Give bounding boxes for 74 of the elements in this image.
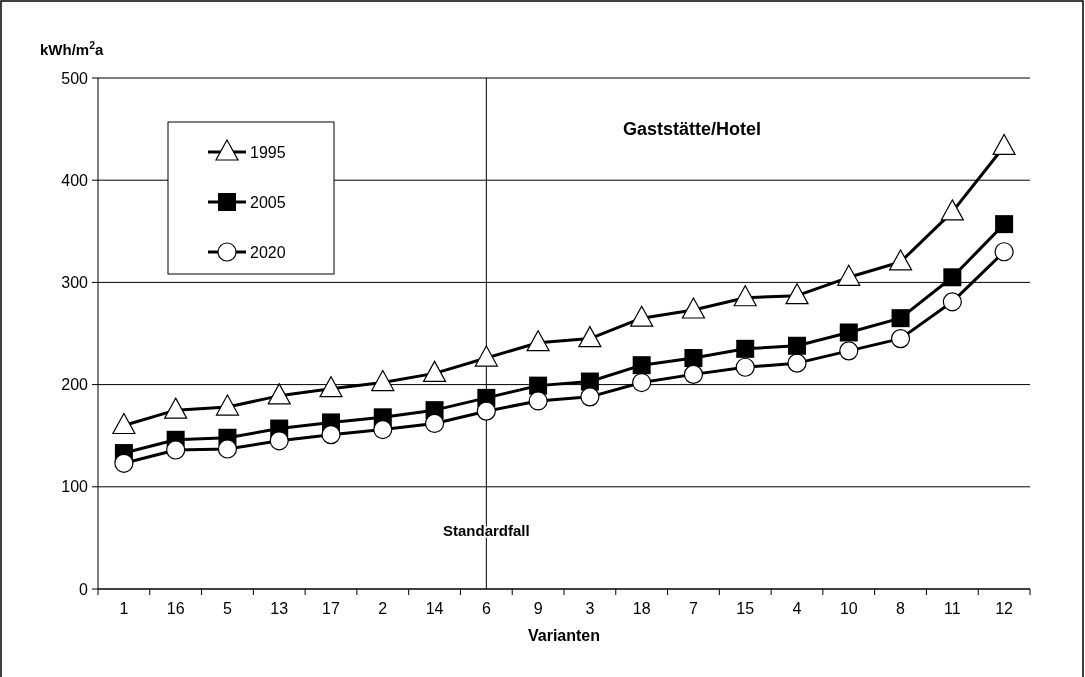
text: Gaststätte/Hotel: [622, 119, 762, 139]
point: [269, 431, 289, 451]
point: [839, 323, 858, 342]
point: [942, 292, 962, 312]
point: [785, 283, 809, 305]
point: [839, 341, 859, 361]
y-tick-label: 300: [61, 274, 89, 291]
legend-label: 1995: [250, 143, 286, 161]
point: [578, 326, 602, 348]
x-tick-label: 18: [632, 600, 651, 617]
y-tick-label: 500: [61, 69, 89, 87]
point: [112, 412, 136, 435]
x-tick-label: 10: [839, 600, 858, 617]
x-tick-label: 6: [481, 600, 491, 617]
x-tick-label: 2: [378, 600, 388, 617]
x-tick-label: 1: [119, 600, 129, 617]
point: [837, 264, 861, 286]
point: [994, 242, 1014, 262]
point: [683, 364, 704, 384]
x-tick-label: 16: [166, 600, 185, 617]
x-tick-label: 14: [425, 600, 444, 617]
legend-label: 2005: [250, 193, 286, 211]
point: [371, 369, 395, 392]
point: [681, 297, 706, 319]
point: [890, 329, 911, 349]
point: [215, 394, 240, 416]
y-axis-title: kWh/m$^{2}$a: [40, 39, 105, 58]
point: [476, 401, 496, 421]
point: [114, 453, 134, 473]
point: [733, 285, 757, 307]
point: [474, 345, 498, 367]
point: [788, 336, 806, 355]
point: [995, 215, 1014, 234]
x-tick-label: 8: [896, 600, 906, 617]
point: [580, 387, 600, 407]
point: [217, 439, 238, 459]
point: [992, 133, 1016, 156]
point: [424, 413, 445, 434]
x-tick-label: 3: [585, 600, 595, 617]
point: [321, 425, 341, 445]
point: [888, 249, 913, 271]
point: [164, 397, 188, 419]
y-tick-label: 400: [61, 171, 89, 189]
point: [736, 339, 755, 358]
point: [526, 330, 550, 352]
x-tick-label: 7: [688, 600, 698, 617]
x-tick-label: 9: [533, 600, 543, 617]
x-tick-label: 12: [995, 600, 1014, 617]
x-tick-label: 13: [270, 600, 289, 617]
y-tick-label: 200: [61, 376, 89, 394]
point: [684, 349, 703, 368]
point: [528, 391, 548, 411]
point: [632, 372, 652, 393]
x-tick-label: 15: [736, 600, 755, 617]
y-tick-label: 0: [79, 580, 89, 598]
x-axis-title: Varianten: [527, 627, 601, 644]
point: [891, 309, 910, 328]
y-tick-label: 100: [61, 478, 89, 496]
point: [940, 199, 964, 221]
x-tick-label: 11: [944, 600, 961, 617]
point: [735, 357, 755, 377]
point: [632, 356, 651, 375]
point: [630, 305, 654, 327]
point: [943, 268, 962, 287]
x-tick-label: 4: [792, 600, 802, 617]
point: [373, 419, 393, 440]
x-tick-label: 5: [222, 600, 232, 617]
x-tick-label: 17: [322, 600, 340, 617]
legend-label: 2020: [250, 243, 286, 261]
point: [267, 383, 291, 405]
point: [166, 440, 186, 460]
point: [787, 353, 807, 373]
point: [319, 376, 343, 398]
point: [422, 360, 447, 382]
